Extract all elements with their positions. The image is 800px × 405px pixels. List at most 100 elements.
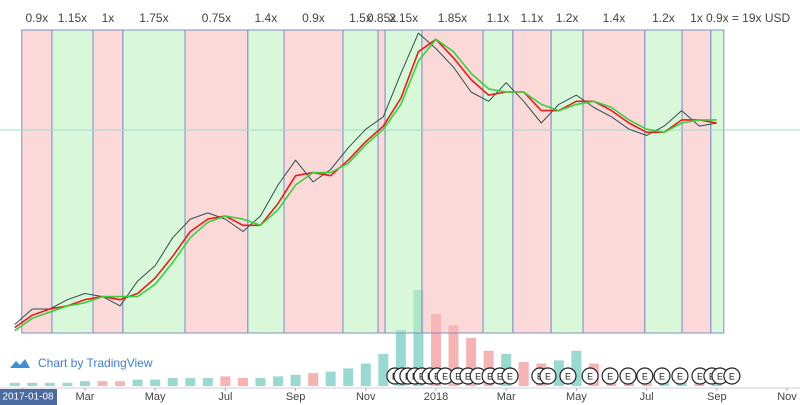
volume-bar — [237, 378, 248, 386]
x-tick-label: Sep — [707, 391, 727, 403]
zone — [92, 29, 124, 334]
event-label: E — [465, 371, 471, 381]
volume-bar — [553, 360, 564, 386]
volume-bar — [202, 378, 213, 386]
x-tick-label: 2018 — [424, 391, 448, 403]
volume-bar — [115, 381, 126, 386]
zone — [184, 29, 249, 334]
volume-bar — [27, 382, 38, 386]
volume-bar — [448, 325, 459, 386]
zone-label: 1.1x — [487, 11, 510, 25]
zone-label: 1.2x — [652, 11, 675, 25]
volume-bar — [97, 381, 108, 386]
zone — [482, 29, 514, 334]
zone — [247, 29, 285, 334]
zone-label: 0.9x — [706, 11, 729, 25]
volume-bar — [466, 338, 477, 386]
volume-bar — [255, 378, 266, 386]
event-label: E — [487, 371, 493, 381]
x-tick-label: Nov — [777, 391, 797, 403]
zone — [51, 29, 94, 334]
zone — [710, 29, 725, 334]
zone — [582, 29, 646, 334]
volume-bar — [167, 378, 178, 386]
x-tick-label: May — [566, 391, 587, 403]
event-label: E — [697, 371, 703, 381]
series-line — [14, 38, 717, 332]
watermark-logo — [10, 359, 30, 368]
volume-bar — [395, 330, 406, 386]
event-marker — [559, 367, 577, 385]
event-label: E — [607, 371, 613, 381]
event-marker — [501, 367, 519, 385]
event-label: E — [729, 371, 735, 381]
zone-label: 1x — [102, 11, 115, 25]
event-marker — [723, 367, 741, 385]
event-marker — [581, 367, 599, 385]
zone-label: 2.15x — [389, 11, 418, 25]
zone-label: 1.5x — [349, 11, 372, 25]
event-marker — [671, 367, 689, 385]
zone-label: 1.2x — [556, 11, 579, 25]
zone — [512, 29, 552, 334]
event-marker — [619, 367, 637, 385]
event-marker — [601, 367, 619, 385]
event-label: E — [545, 371, 551, 381]
x-tick-label: Mar — [75, 391, 94, 403]
zone — [550, 29, 584, 334]
volume-bar — [308, 373, 319, 386]
volume-bar — [360, 363, 371, 386]
volume-bar — [44, 382, 55, 386]
total-annotation: = 19x USD — [732, 11, 791, 25]
volume-bar — [62, 382, 73, 386]
watermark: Chart by TradingView — [10, 356, 153, 370]
x-tick-label: Jul — [640, 391, 654, 403]
event-label: E — [587, 371, 593, 381]
x-tick-label: Sep — [286, 391, 306, 403]
zone — [377, 29, 386, 334]
event-label: E — [497, 371, 503, 381]
volume-bar — [290, 374, 301, 386]
x-tick-label: May — [145, 391, 166, 403]
volume-bar — [150, 379, 161, 386]
zone-label: 0.85x — [367, 11, 396, 25]
series-line — [14, 32, 717, 325]
volume-bar — [413, 290, 424, 386]
watermark-text: Chart by TradingView — [38, 356, 153, 370]
event-label: E — [565, 371, 571, 381]
volume-bar — [185, 378, 196, 386]
zone-label: 1.1x — [521, 11, 544, 25]
zone-label: 0.75x — [202, 11, 231, 25]
zone — [644, 29, 683, 334]
event-label: E — [642, 371, 648, 381]
zone — [342, 29, 379, 334]
zone — [21, 29, 53, 334]
event-label: E — [717, 371, 723, 381]
zone-label: 1.4x — [603, 11, 626, 25]
volume-bar — [378, 354, 389, 386]
zone-label: 0.9x — [26, 11, 49, 25]
x-axis: 2017-01-08 Mar May Jul Sep Nov 2018 Mar May Jul Se… — [0, 388, 797, 405]
event-marker — [653, 367, 671, 385]
event-label: E — [475, 371, 481, 381]
zone-label: 0.9x — [302, 11, 325, 25]
volume-bar — [430, 314, 441, 386]
zone — [384, 29, 423, 334]
zone — [681, 29, 712, 334]
zone-label: 1.85x — [438, 11, 467, 25]
volume-bar — [220, 376, 231, 386]
x-axis-bar — [0, 388, 800, 405]
x-tick-label: Mar — [497, 391, 516, 403]
zone-layer: 0.9x 1.15x 1x 1.75x 0.75x 1.4x 0.9x 1.5x0.85x2.… — [21, 11, 791, 334]
event-label: E — [507, 371, 513, 381]
event-marker — [636, 367, 654, 385]
event-label: E — [625, 371, 631, 381]
volume-bar — [518, 362, 529, 386]
event-label: E — [455, 371, 461, 381]
volume-bar — [571, 350, 582, 386]
zone — [122, 29, 186, 334]
zone-label: 1.15x — [58, 11, 87, 25]
event-label: E — [677, 371, 683, 381]
price-layer — [14, 32, 717, 332]
